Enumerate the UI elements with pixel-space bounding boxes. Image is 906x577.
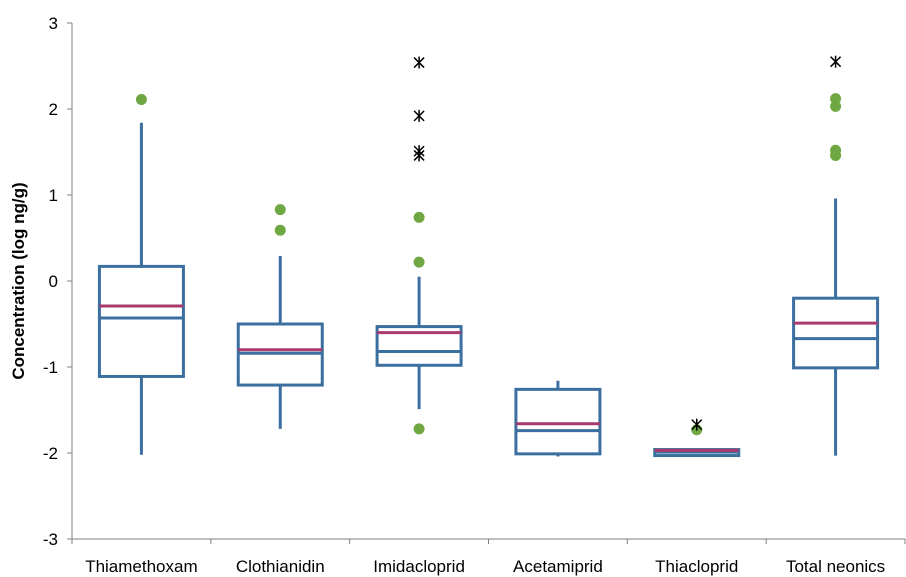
x-tick-label: Total neonics bbox=[786, 557, 885, 576]
x-tick-label: Thiamethoxam bbox=[85, 557, 197, 576]
box-imidacloprid bbox=[375, 56, 463, 435]
y-tick-label: 0 bbox=[49, 272, 58, 291]
outlier-point bbox=[413, 423, 425, 435]
extreme-point bbox=[691, 418, 703, 431]
outlier-point bbox=[830, 100, 842, 112]
iqr-box bbox=[97, 264, 185, 378]
outlier-point bbox=[830, 93, 842, 105]
x-tick-label: Thiacloprid bbox=[655, 557, 738, 576]
extreme-point bbox=[413, 109, 425, 122]
x-tick-label: Imidacloprid bbox=[373, 557, 465, 576]
box-clothianidin bbox=[236, 204, 324, 429]
outlier-point bbox=[274, 224, 286, 236]
extreme-point bbox=[413, 149, 425, 162]
iqr-box bbox=[514, 387, 602, 456]
y-tick-label: 2 bbox=[49, 100, 58, 119]
y-tick-label: -2 bbox=[43, 444, 58, 463]
box-acetamiprid bbox=[514, 380, 602, 457]
x-tick-label: Clothianidin bbox=[236, 557, 325, 576]
x-tick-label: Acetamiprid bbox=[513, 557, 603, 576]
plot-area bbox=[97, 55, 880, 458]
y-tick-label: -3 bbox=[43, 530, 58, 549]
y-tick-label: -1 bbox=[43, 358, 58, 377]
outlier-point bbox=[413, 211, 425, 223]
box-thiacloprid bbox=[653, 418, 741, 458]
box-total-neonics bbox=[792, 55, 880, 456]
extreme-point bbox=[830, 55, 842, 68]
y-axis-title: Concentration (log ng/g) bbox=[9, 182, 28, 379]
outlier-point bbox=[830, 149, 842, 161]
extreme-point bbox=[413, 56, 425, 69]
axes: -3 -2 -1 0 1 2 3 Thiamethoxam Clothianidin Imidac… bbox=[43, 14, 906, 576]
outlier-point bbox=[135, 94, 147, 106]
y-tick-label: 3 bbox=[49, 14, 58, 33]
iqr-box bbox=[792, 296, 880, 370]
box-thiamethoxam bbox=[97, 94, 185, 455]
outlier-point bbox=[413, 256, 425, 268]
outlier-point bbox=[274, 204, 286, 216]
y-tick-label: 1 bbox=[49, 186, 58, 205]
